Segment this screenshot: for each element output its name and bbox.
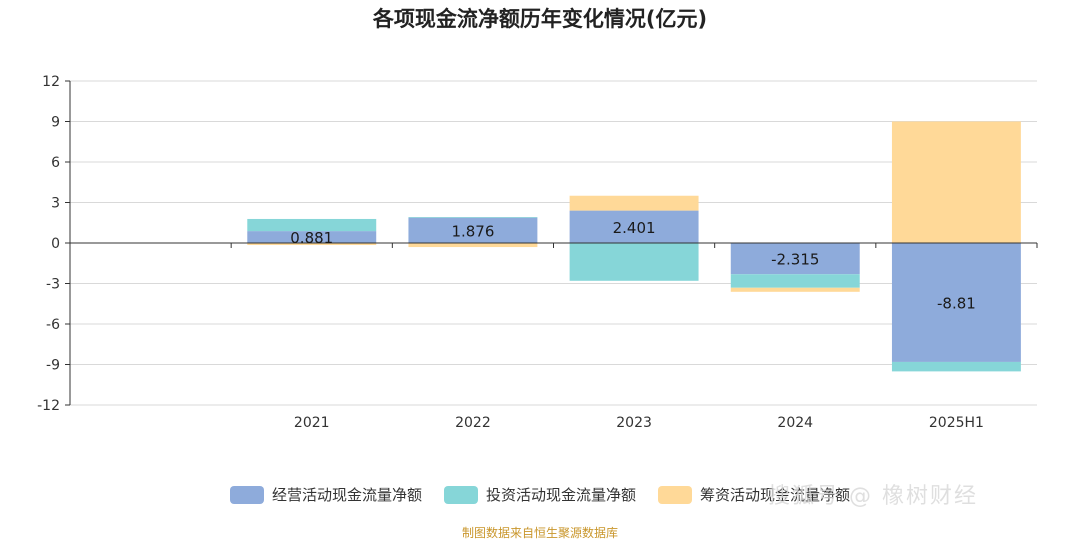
- bar-segment: [247, 243, 377, 246]
- bar-segment: [247, 231, 377, 243]
- data-label: -2.315: [771, 251, 819, 269]
- source-note: 制图数据来自恒生聚源数据库: [461, 526, 618, 540]
- grid-lines: [70, 80, 1037, 406]
- bar-segment: [408, 217, 538, 243]
- y-tick-label: 3: [51, 196, 60, 212]
- x-tick-label: 2025H1: [929, 415, 984, 431]
- bar-segment: [569, 210, 699, 243]
- legend: 经营活动现金流量净额 投资活动现金流量净额 筹资活动现金流量净额: [0, 484, 1080, 505]
- y-axis: 12 9 6 3 0 -3 -6 -9 -12: [37, 74, 71, 414]
- chart-title: 各项现金流净额历年变化情况(亿元): [372, 7, 707, 31]
- bar-segment: [730, 287, 860, 292]
- x-axis: 2021 2022 2023 2024 2025H1: [69, 242, 1038, 431]
- legend-swatch: [658, 485, 692, 504]
- legend-item-investing[interactable]: 投资活动现金流量净额: [443, 484, 636, 505]
- data-label: 1.876: [451, 222, 494, 240]
- watermark: 搜狐号 @ 橡树财经: [768, 484, 978, 509]
- bar-segment: [891, 361, 1021, 372]
- y-tick-label: 0: [51, 236, 60, 252]
- y-tick-label: -12: [37, 398, 60, 414]
- x-tick-label: 2024: [777, 415, 813, 431]
- bar-segment: [891, 243, 1021, 362]
- data-labels: 0.881 1.876 2.401 -2.315 -8.81: [290, 219, 976, 313]
- bar-segment: [408, 216, 538, 218]
- y-tick-label: 6: [51, 155, 60, 171]
- y-tick-label: 9: [51, 115, 60, 131]
- data-label: 2.401: [613, 219, 656, 237]
- legend-label: 经营活动现金流量净额: [271, 486, 422, 504]
- legend-swatch: [443, 485, 478, 504]
- bar-segment: [569, 243, 699, 281]
- legend-label: 投资活动现金流量净额: [485, 486, 636, 504]
- bar-segment: [408, 243, 538, 248]
- bar-segment: [730, 243, 860, 275]
- y-tick-label: 12: [42, 74, 60, 90]
- y-tick-label: -9: [46, 358, 60, 374]
- x-tick-label: 2023: [616, 415, 652, 431]
- legend-label: 筹资活动现金流量净额: [700, 486, 851, 504]
- bar-segment: [247, 218, 377, 232]
- legend-item-operating[interactable]: 经营活动现金流量净额: [229, 484, 422, 505]
- legend-swatch: [229, 485, 264, 504]
- bar-segment: [569, 195, 699, 211]
- data-label: -8.81: [937, 294, 976, 312]
- x-tick-label: 2021: [294, 415, 330, 431]
- data-label: 0.881: [290, 229, 333, 247]
- y-tick-label: -3: [46, 277, 60, 293]
- bar-segment: [730, 274, 860, 288]
- bar-segment: [891, 121, 1021, 243]
- y-tick-label: -6: [46, 317, 60, 333]
- legend-item-financing[interactable]: 筹资活动现金流量净额: [658, 484, 850, 505]
- bars-group: [247, 121, 1021, 372]
- x-tick-label: 2022: [455, 415, 491, 431]
